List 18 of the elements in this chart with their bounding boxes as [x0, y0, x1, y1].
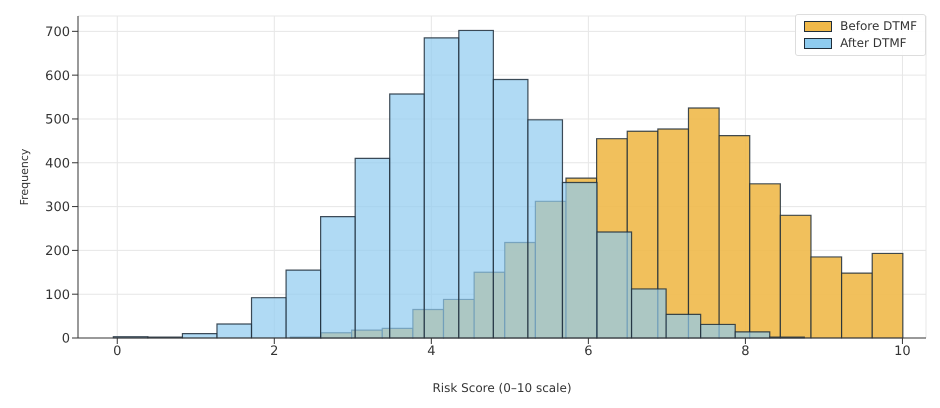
y-tick-label: 500: [45, 112, 70, 128]
x-axis-title: Risk Score (0–10 scale): [432, 381, 572, 395]
y-tick-label: 600: [45, 68, 70, 84]
x-tick-label: 10: [894, 344, 911, 360]
y-tick-label: 200: [45, 244, 70, 259]
legend-label: Before DTMF: [840, 18, 917, 35]
x-tick-label: 8: [741, 344, 750, 360]
x-tick-label: 2: [270, 344, 278, 360]
y-tick-label: 400: [45, 156, 70, 172]
y-tick-label: 300: [45, 200, 70, 216]
x-tick-label: 4: [427, 344, 436, 360]
y-axis-title: Frequency: [18, 148, 31, 206]
legend-label: After DTMF: [840, 35, 907, 52]
x-tick-label: 0: [113, 344, 122, 360]
x-tick-label: 6: [584, 344, 593, 360]
y-tick-label: 700: [45, 24, 70, 40]
y-tick-label: 0: [62, 332, 70, 347]
y-tick-label: 100: [45, 288, 70, 303]
